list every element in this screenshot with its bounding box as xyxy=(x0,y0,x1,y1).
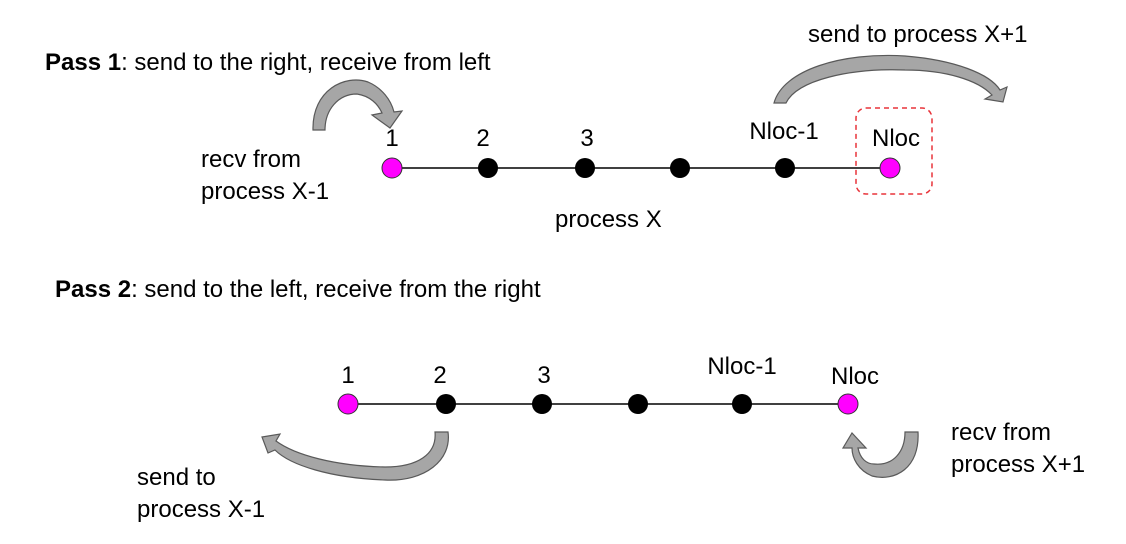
pass1-highlight-box xyxy=(855,107,933,195)
pass1-recv-arrow-icon xyxy=(312,79,404,131)
pass2-title-rest: : send to the left, receive from the rig… xyxy=(131,276,541,303)
pass1-node-1 xyxy=(381,157,403,179)
pass1-node-label-2: 2 xyxy=(476,125,489,152)
pass2-node-2 xyxy=(436,394,456,414)
pass1-title-rest: : send to the right, receive from left xyxy=(121,49,491,76)
pass2-node-4 xyxy=(628,394,648,414)
pass1-node-3 xyxy=(575,158,595,178)
pass1-node-nloc xyxy=(879,157,901,179)
pass2-send-label-line1: send to xyxy=(137,464,216,491)
pass1-node-2 xyxy=(478,158,498,178)
pass2-title-bold: Pass 2 xyxy=(55,276,131,303)
pass2-send-label-line2: process X-1 xyxy=(137,496,265,523)
pass2-node-3 xyxy=(532,394,552,414)
pass1-node-label-nloc: Nloc xyxy=(872,125,920,152)
pass1-node-label-3: 3 xyxy=(580,125,593,152)
pass2-node-nloc-1 xyxy=(732,394,752,414)
pass1-title: Pass 1: send to the right, receive from … xyxy=(45,49,491,76)
pass2-title: Pass 2: send to the left, receive from t… xyxy=(55,276,541,303)
pass2-node-label-1: 1 xyxy=(341,362,354,389)
pass2-send-arrow-icon xyxy=(261,431,449,481)
pass1-node-label-1: 1 xyxy=(385,125,398,152)
pass2-node-nloc xyxy=(837,393,859,415)
pass2-node-label-nloc-1: Nloc-1 xyxy=(707,353,776,380)
pass2-node-label-nloc: Nloc xyxy=(831,363,879,390)
pass1-node-4 xyxy=(670,158,690,178)
pass1-node-label-nloc-1: Nloc-1 xyxy=(749,118,818,145)
pass1-title-bold: Pass 1 xyxy=(45,49,121,76)
pass1-send-label: send to process X+1 xyxy=(808,21,1027,48)
pass2-node-1 xyxy=(337,393,359,415)
pass2-node-label-2: 2 xyxy=(433,362,446,389)
pass1-recv-label-line2: process X-1 xyxy=(201,178,329,205)
pass2-recv-arrow-icon xyxy=(841,431,919,478)
pass1-recv-label-line1: recv from xyxy=(201,146,301,173)
pass2-recv-label-line2: process X+1 xyxy=(951,451,1085,478)
pass2-node-label-3: 3 xyxy=(537,362,550,389)
pass1-process-label: process X xyxy=(555,206,662,233)
pass1-node-nloc-1 xyxy=(775,158,795,178)
pass2-recv-label-line1: recv from xyxy=(951,419,1051,446)
pass1-send-arrow-icon xyxy=(773,54,1008,104)
